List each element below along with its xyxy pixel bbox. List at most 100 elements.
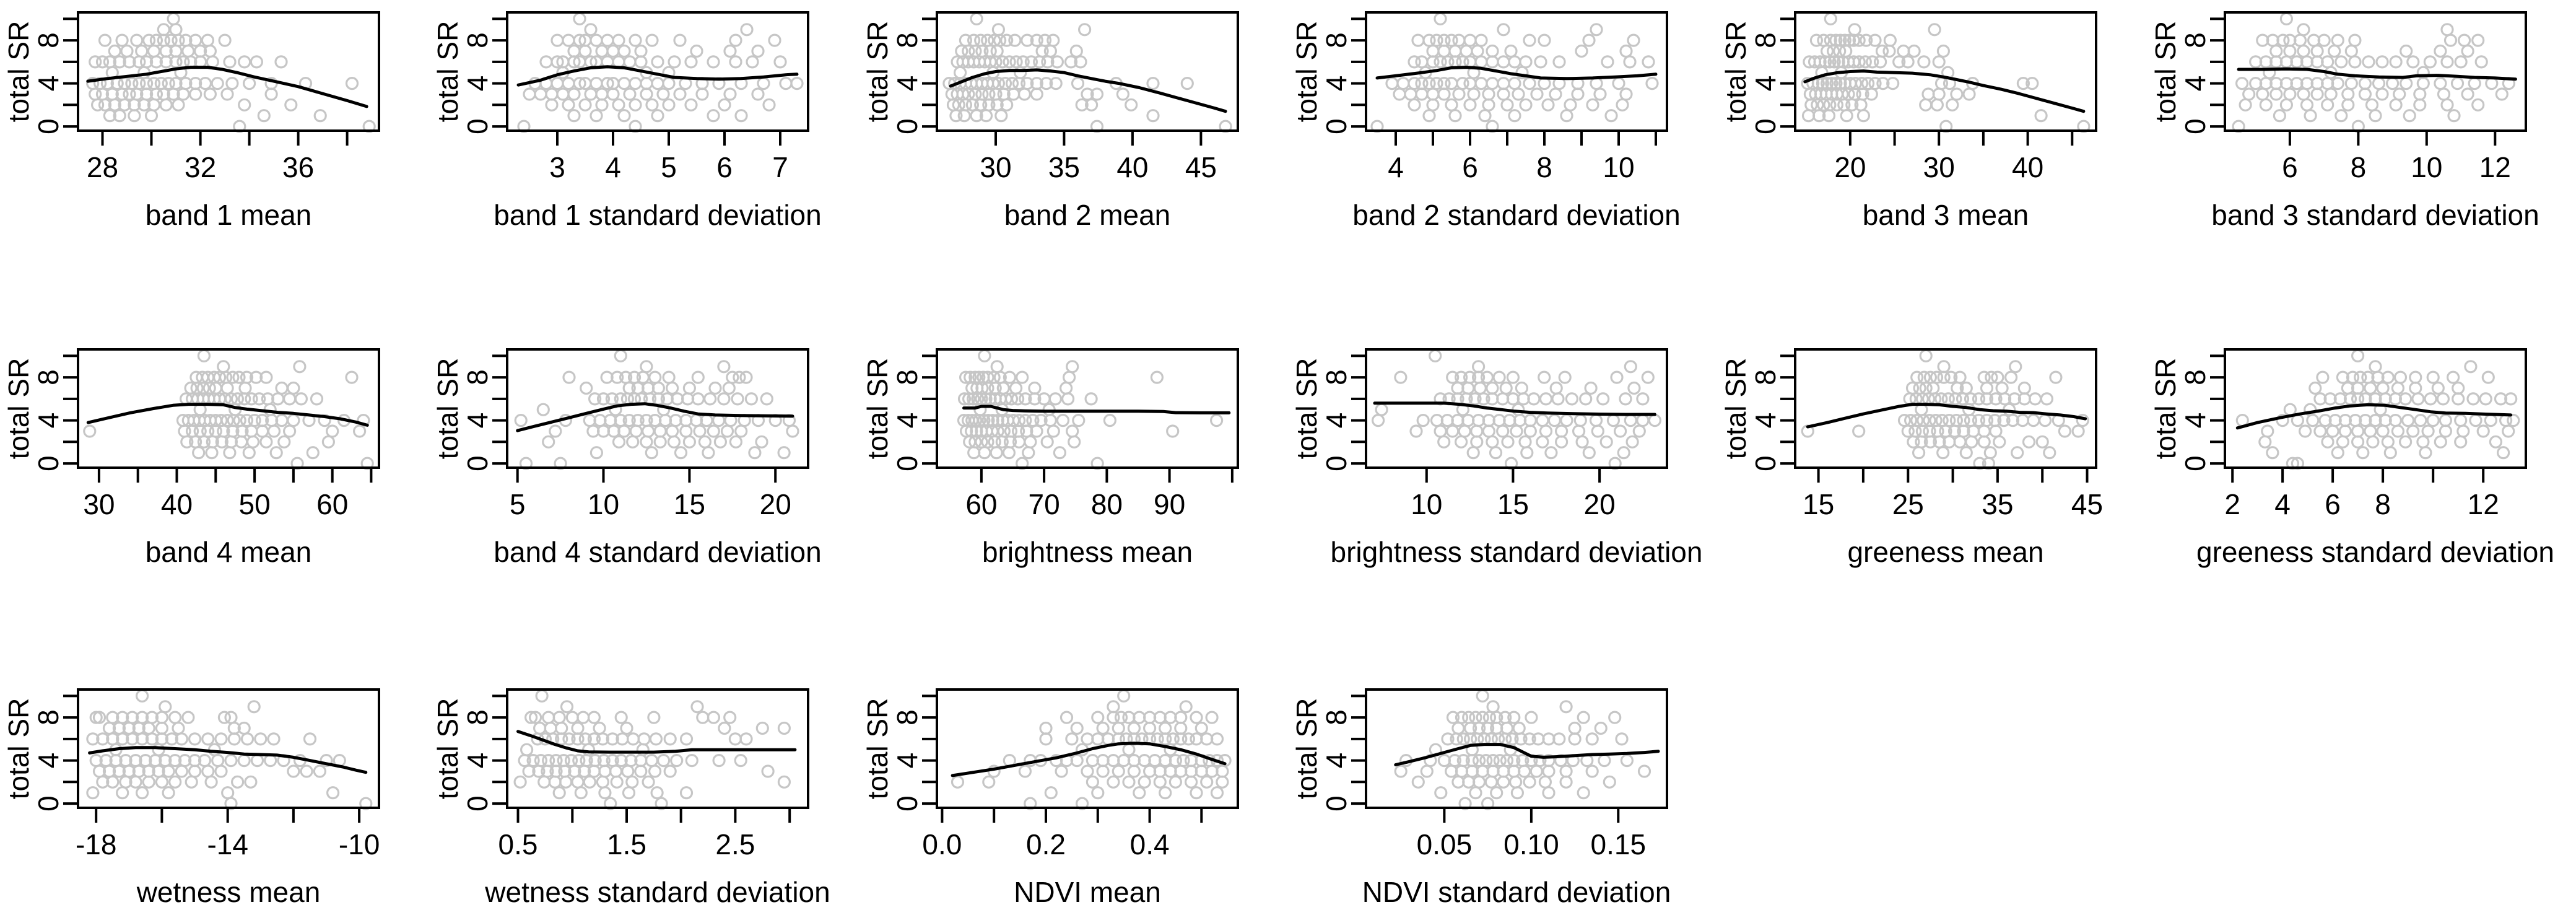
- data-point: [1024, 55, 1038, 69]
- x-axis-label: band 1 standard deviation: [494, 199, 822, 231]
- data-point: [321, 436, 336, 449]
- data-point: [1919, 349, 1933, 363]
- data-point: [1876, 77, 1890, 90]
- data-point: [1866, 55, 1879, 69]
- data-point: [588, 711, 601, 724]
- data-point: [2466, 392, 2480, 406]
- data-point: [2436, 392, 2450, 406]
- data-point: [2476, 424, 2490, 438]
- data-point: [1142, 721, 1156, 735]
- data-point: [550, 55, 564, 69]
- data-point: [1510, 424, 1523, 438]
- data-point: [1928, 23, 1942, 37]
- data-point: [300, 764, 313, 778]
- data-point: [1394, 370, 1408, 385]
- x-axis-label: band 3 standard deviation: [2211, 199, 2539, 231]
- data-point: [1448, 44, 1462, 58]
- data-point: [562, 732, 576, 746]
- data-point: [1593, 87, 1607, 101]
- data-point: [1482, 87, 1495, 101]
- data-point: [739, 370, 753, 385]
- data-point: [991, 414, 1004, 427]
- data-point: [1190, 711, 1203, 724]
- data-point: [1471, 360, 1486, 374]
- plot-canvas: -18 -14 -10 0 4 8 wetness mean total SR: [2, 688, 380, 908]
- data-point: [629, 77, 642, 90]
- x-axis-label: band 3 mean: [1863, 199, 2029, 231]
- data-point: [1462, 711, 1476, 724]
- y-axis-label: total SR: [1290, 21, 1323, 123]
- data-point: [1199, 775, 1213, 789]
- data-point: [2358, 77, 2372, 90]
- data-point: [287, 382, 300, 395]
- data-point: [1852, 424, 1866, 438]
- data-point: [630, 424, 643, 438]
- data-point: [1500, 98, 1514, 112]
- data-point: [977, 446, 991, 460]
- data-point: [650, 732, 663, 746]
- data-point: [537, 775, 551, 789]
- data-point: [1523, 424, 1537, 438]
- x-tick-label: 12: [2467, 488, 2499, 520]
- data-point: [1499, 711, 1512, 724]
- data-point: [2358, 414, 2372, 427]
- y-tick-label: 4: [1320, 76, 1352, 92]
- data-point: [970, 12, 983, 25]
- subplot-3: 30 35 40 45 0 4 8 band 2 mean total SR: [859, 0, 1289, 305]
- data-point: [640, 414, 653, 427]
- data-point: [197, 349, 211, 363]
- data-point: [1541, 98, 1555, 112]
- x-tick-label: 25: [1892, 488, 1924, 520]
- data-point: [1493, 753, 1507, 767]
- data-point: [352, 424, 367, 438]
- data-point: [1512, 721, 1526, 735]
- data-point: [169, 77, 183, 90]
- data-point: [606, 753, 620, 767]
- data-point: [1802, 109, 1816, 123]
- data-point: [990, 360, 1004, 374]
- data-point: [1385, 77, 1399, 90]
- data-point: [1458, 424, 1471, 438]
- data-point: [1610, 370, 1624, 385]
- y-tick-label: 4: [891, 752, 923, 768]
- data-point: [597, 753, 611, 767]
- x-tick-label: 8: [1536, 151, 1552, 183]
- data-point: [86, 77, 100, 90]
- data-point: [140, 55, 154, 69]
- data-point: [159, 98, 173, 112]
- data-point: [1848, 23, 1862, 37]
- data-point: [2461, 87, 2474, 101]
- data-point: [619, 370, 633, 385]
- x-tick-label: 0.4: [1129, 828, 1169, 860]
- y-axis-label: total SR: [2, 21, 35, 123]
- data-point: [1641, 370, 1655, 385]
- data-point: [188, 753, 202, 767]
- data-point: [957, 109, 971, 123]
- data-point: [655, 797, 669, 810]
- data-point: [590, 446, 604, 460]
- data-point: [662, 77, 676, 90]
- data-point: [2297, 87, 2310, 101]
- y-tick-label: 0: [891, 456, 923, 472]
- data-point: [1437, 87, 1451, 101]
- x-axis-label: greeness mean: [1848, 536, 2044, 568]
- data-point: [1112, 764, 1125, 778]
- data-point: [1096, 721, 1110, 735]
- data-point: [1506, 370, 1520, 385]
- data-point: [105, 87, 119, 101]
- data-point: [768, 33, 781, 47]
- subplot-1: 28 32 36 0 4 8 band 1 mean total SR: [0, 0, 430, 305]
- data-point: [162, 786, 175, 799]
- data-point: [707, 711, 721, 724]
- data-point: [1960, 446, 1973, 460]
- data-point: [680, 732, 694, 746]
- data-point: [221, 786, 235, 799]
- data-point: [666, 424, 679, 438]
- data-point: [2450, 77, 2464, 90]
- data-point: [2403, 109, 2416, 123]
- data-point: [1612, 77, 1625, 90]
- data-point: [1615, 732, 1629, 746]
- data-point: [2300, 98, 2313, 112]
- y-tick-label: 0: [32, 795, 64, 812]
- data-point: [2076, 414, 2090, 427]
